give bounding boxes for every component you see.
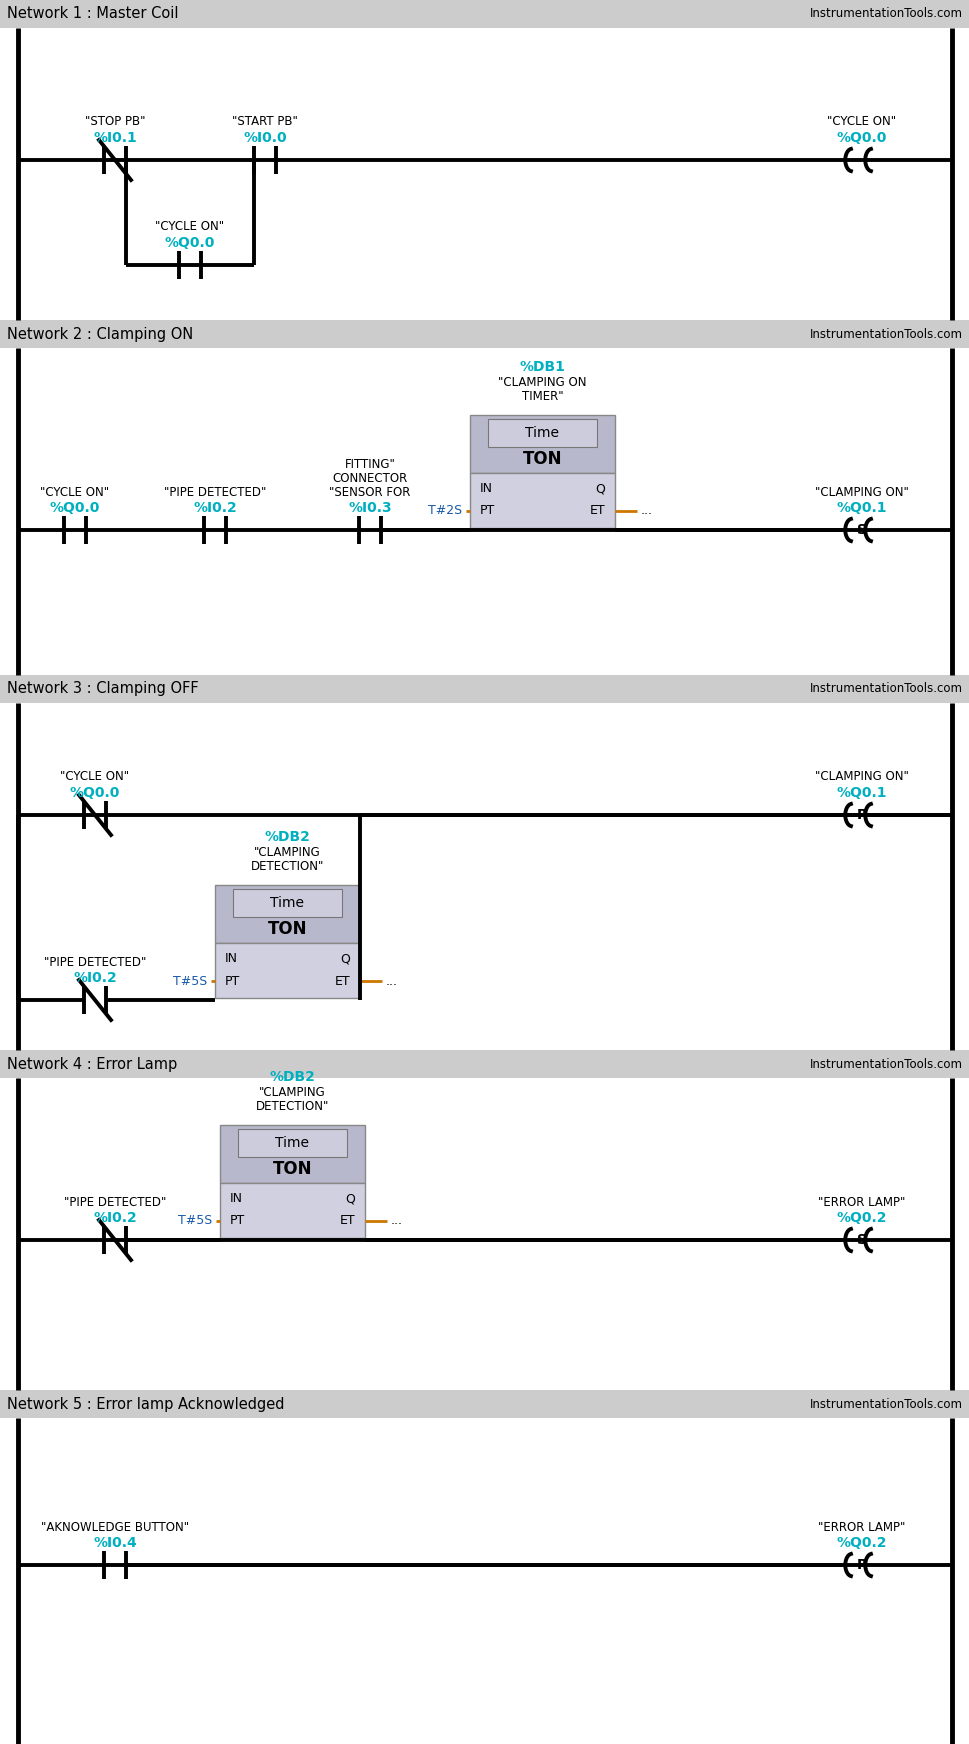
- Text: Network 1 : Master Coil: Network 1 : Master Coil: [7, 7, 178, 21]
- Bar: [0, 1390, 969, 1418]
- Text: %Q0.0: %Q0.0: [70, 787, 120, 800]
- Text: Network 4 : Error Lamp: Network 4 : Error Lamp: [7, 1057, 177, 1071]
- Text: "PIPE DETECTED": "PIPE DETECTED": [44, 956, 146, 968]
- Text: %DB1: %DB1: [519, 359, 565, 373]
- Text: IN: IN: [480, 483, 492, 495]
- Text: "CYCLE ON": "CYCLE ON": [155, 220, 225, 234]
- Text: "CLAMPING ON": "CLAMPING ON": [814, 485, 908, 499]
- Text: "ERROR LAMP": "ERROR LAMP": [818, 1195, 905, 1209]
- Text: TON: TON: [272, 1160, 312, 1177]
- Text: "CLAMPING: "CLAMPING: [259, 1087, 326, 1099]
- Text: FITTING": FITTING": [344, 457, 395, 471]
- Text: Q: Q: [340, 952, 350, 966]
- Text: "CYCLE ON": "CYCLE ON": [827, 115, 895, 129]
- Text: %I0.2: %I0.2: [73, 971, 116, 985]
- Bar: [220, 1182, 364, 1238]
- Text: PT: PT: [225, 975, 240, 987]
- Text: "SENSOR FOR: "SENSOR FOR: [328, 485, 410, 499]
- Text: ...: ...: [641, 504, 652, 518]
- Bar: [487, 419, 596, 446]
- Text: "CLAMPING ON: "CLAMPING ON: [498, 377, 586, 389]
- Text: "CLAMPING: "CLAMPING: [254, 846, 321, 860]
- Text: Q: Q: [595, 483, 605, 495]
- Text: TON: TON: [522, 450, 562, 467]
- Text: %I0.2: %I0.2: [93, 1210, 137, 1224]
- Text: %I0.2: %I0.2: [193, 501, 236, 514]
- Text: InstrumentationTools.com: InstrumentationTools.com: [809, 7, 962, 21]
- Bar: [0, 675, 969, 703]
- Text: InstrumentationTools.com: InstrumentationTools.com: [809, 1057, 962, 1071]
- Text: TIMER": TIMER": [521, 391, 563, 403]
- Text: CONNECTOR: CONNECTOR: [332, 471, 407, 485]
- Text: S: S: [857, 1233, 866, 1247]
- Text: S: S: [857, 523, 866, 537]
- Text: T#5S: T#5S: [177, 1214, 212, 1228]
- Bar: [0, 319, 969, 349]
- Text: %I0.1: %I0.1: [93, 131, 137, 145]
- Text: "CYCLE ON": "CYCLE ON": [41, 485, 109, 499]
- Text: R: R: [856, 807, 866, 821]
- Text: Q: Q: [345, 1193, 355, 1205]
- Text: ET: ET: [589, 504, 605, 518]
- Text: "PIPE DETECTED": "PIPE DETECTED": [64, 1195, 166, 1209]
- Text: "STOP PB": "STOP PB": [84, 115, 145, 129]
- Text: %Q0.0: %Q0.0: [836, 131, 887, 145]
- Text: ...: ...: [391, 1214, 402, 1228]
- Text: TON: TON: [267, 921, 307, 938]
- Bar: [237, 1128, 347, 1156]
- Text: Time: Time: [270, 896, 304, 910]
- Bar: [215, 944, 359, 998]
- Text: "CYCLE ON": "CYCLE ON": [60, 771, 130, 783]
- Bar: [0, 1050, 969, 1078]
- Text: R: R: [856, 1557, 866, 1571]
- Text: %Q0.0: %Q0.0: [49, 501, 100, 514]
- Text: "AKNOWLEDGE BUTTON": "AKNOWLEDGE BUTTON": [41, 1521, 189, 1533]
- Text: ET: ET: [334, 975, 350, 987]
- Bar: [0, 0, 969, 28]
- Text: %I0.4: %I0.4: [93, 1536, 137, 1550]
- Text: "START PB": "START PB": [232, 115, 297, 129]
- Text: %DB2: %DB2: [265, 830, 310, 844]
- Text: %Q0.2: %Q0.2: [836, 1210, 887, 1224]
- Text: %Q0.1: %Q0.1: [836, 501, 887, 514]
- Text: IN: IN: [225, 952, 237, 966]
- Text: %Q0.1: %Q0.1: [836, 787, 887, 800]
- Text: DETECTION": DETECTION": [251, 860, 324, 874]
- Text: InstrumentationTools.com: InstrumentationTools.com: [809, 1397, 962, 1411]
- Text: Network 5 : Error lamp Acknowledged: Network 5 : Error lamp Acknowledged: [7, 1397, 284, 1411]
- Bar: [470, 415, 614, 473]
- Bar: [233, 889, 342, 917]
- Text: "CLAMPING ON": "CLAMPING ON": [814, 771, 908, 783]
- Text: %I0.0: %I0.0: [243, 131, 287, 145]
- Text: PT: PT: [230, 1214, 245, 1228]
- Text: InstrumentationTools.com: InstrumentationTools.com: [809, 328, 962, 340]
- Text: %Q0.2: %Q0.2: [836, 1536, 887, 1550]
- Text: ET: ET: [339, 1214, 355, 1228]
- Text: Network 3 : Clamping OFF: Network 3 : Clamping OFF: [7, 682, 199, 696]
- Text: DETECTION": DETECTION": [256, 1100, 328, 1113]
- Text: "ERROR LAMP": "ERROR LAMP": [818, 1521, 905, 1533]
- Text: %DB2: %DB2: [269, 1071, 315, 1085]
- Bar: [220, 1125, 364, 1182]
- Text: %I0.3: %I0.3: [348, 501, 391, 514]
- Text: Network 2 : Clamping ON: Network 2 : Clamping ON: [7, 326, 193, 342]
- Text: IN: IN: [230, 1193, 243, 1205]
- Text: ...: ...: [386, 975, 397, 987]
- Text: T#5S: T#5S: [172, 975, 206, 987]
- Text: T#2S: T#2S: [427, 504, 461, 518]
- Bar: [215, 884, 359, 944]
- Text: "PIPE DETECTED": "PIPE DETECTED": [164, 485, 266, 499]
- Text: PT: PT: [480, 504, 495, 518]
- Text: %Q0.0: %Q0.0: [165, 235, 215, 249]
- Bar: [470, 473, 614, 528]
- Text: Time: Time: [275, 1135, 309, 1149]
- Text: Time: Time: [525, 426, 559, 439]
- Text: InstrumentationTools.com: InstrumentationTools.com: [809, 682, 962, 696]
